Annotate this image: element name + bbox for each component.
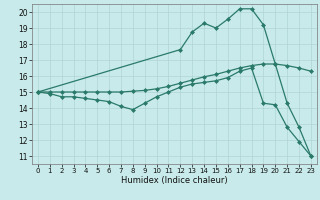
X-axis label: Humidex (Indice chaleur): Humidex (Indice chaleur) <box>121 176 228 185</box>
